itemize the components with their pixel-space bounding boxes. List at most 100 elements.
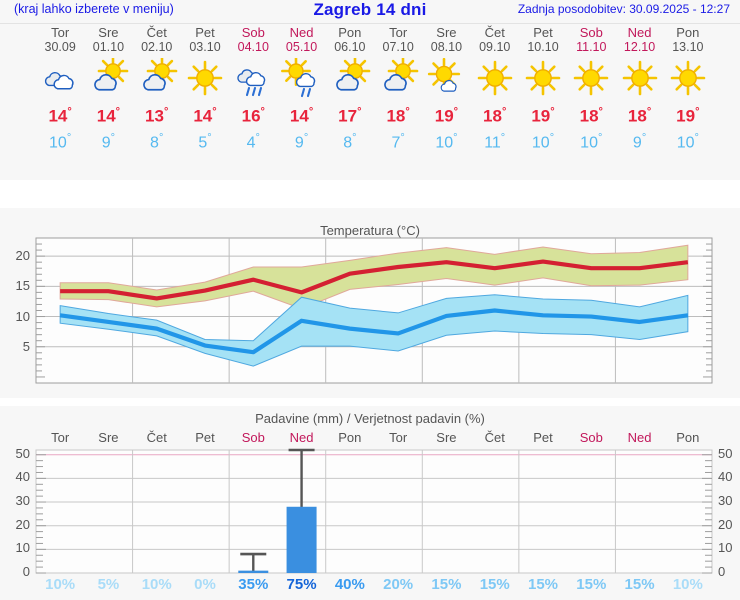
day-name: Čet: [484, 25, 505, 40]
precip-day-label: Sre: [98, 430, 119, 445]
temp-axis-tick-label: 5: [22, 338, 30, 354]
precip-day-label: Pet: [533, 430, 553, 445]
temp-max: 14°: [48, 106, 72, 126]
precip-day-label: Tor: [51, 430, 70, 445]
day-name: Pet: [533, 25, 553, 40]
day-column[interactable]: Pon 06.10 17° 8°: [324, 25, 376, 153]
precipitation-chart-title: Padavine (mm) / Verjetnost padavin (%): [255, 411, 485, 426]
day-name: Pon: [338, 25, 362, 40]
precip-probability-label: 0%: [194, 576, 216, 593]
sunny-icon: [520, 58, 566, 98]
partly-sunny-icon: [134, 58, 180, 98]
temp-max: 17°: [338, 106, 362, 126]
day-name: Tor: [389, 25, 408, 40]
weather-icon-wrap: [517, 57, 569, 99]
precip-probability-label: 15%: [624, 576, 655, 593]
precip-axis-tick-label-right: 40: [718, 469, 733, 485]
temp-min: 7°: [391, 131, 405, 151]
cloudy-icon: [37, 58, 83, 98]
precip-axis-tick-label-right: 10: [718, 540, 733, 556]
precip-probability-label: 15%: [527, 576, 559, 593]
precip-day-label: Sob: [579, 430, 603, 445]
day-column[interactable]: Čet 02.10 13° 8°: [131, 25, 183, 153]
temp-min: 10°: [49, 131, 72, 151]
precip-axis-tick-label-left: 10: [15, 540, 30, 556]
precip-axis-tick-label-right: 30: [718, 493, 733, 509]
day-name: Čet: [146, 25, 167, 40]
partly-sunny-icon: [85, 58, 131, 98]
day-date: 02.10: [141, 40, 173, 54]
day-name: Tor: [51, 25, 70, 40]
day-column[interactable]: Sob 04.10 16° 4°: [227, 25, 279, 153]
precip-day-label: Pon: [676, 430, 700, 445]
day-column[interactable]: Sre 08.10 19° 10°: [420, 25, 472, 153]
day-column[interactable]: Ned 05.10 14° 9°: [276, 25, 328, 153]
precip-axis-tick-label-left: 40: [15, 469, 30, 485]
day-date: 01.10: [92, 40, 125, 54]
precip-probability-label: 75%: [286, 576, 317, 593]
precip-axis-tick-label-left: 30: [15, 493, 30, 509]
day-column[interactable]: Pon 13.10 19° 10°: [662, 25, 714, 153]
day-column[interactable]: Pet 10.10 19° 10°: [517, 25, 569, 153]
temp-max: 19°: [531, 106, 555, 126]
day-date: 09.10: [479, 40, 511, 54]
day-column[interactable]: Sob 11.10 18° 10°: [565, 25, 617, 153]
day-column[interactable]: Tor 30.09 14° 10°: [34, 25, 86, 153]
temp-max: 18°: [579, 106, 603, 126]
daily-forecast-strip: Tor 30.09 14° 10° Sre 01.10 14° 9° Čet 02.10 13…: [0, 25, 740, 180]
precip-probability-label: 15%: [431, 576, 462, 593]
temp-max: 14°: [289, 106, 314, 126]
precip-probability-label: 40%: [334, 576, 365, 593]
section-separator: [0, 180, 740, 208]
day-column[interactable]: Tor 07.10 18° 7°: [372, 25, 424, 153]
precip-probability-label: 10%: [141, 576, 172, 593]
day-column[interactable]: Pet 03.10 14° 5°: [179, 25, 231, 153]
last-update-label: Zadnja posodobitev: 30.09.2025 - 12:27: [517, 2, 730, 16]
day-date: 03.10: [189, 40, 221, 54]
day-column[interactable]: Ned 12.10 18° 9°: [614, 25, 666, 153]
rain-shower-icon: [230, 58, 276, 98]
day-name: Pet: [195, 25, 215, 40]
sunny-icon: [665, 58, 711, 98]
page-title: Zagreb 14 dni: [313, 0, 427, 19]
temp-axis-tick-label: 15: [15, 278, 30, 294]
temp-max: 19°: [676, 106, 700, 126]
day-date: 07.10: [382, 40, 414, 54]
day-date: 08.10: [430, 40, 463, 54]
temp-min: 9°: [632, 131, 647, 151]
sunny-icon: [182, 58, 228, 98]
temp-min: 10°: [676, 131, 699, 151]
weather-icon-wrap: [662, 57, 714, 99]
temp-min: 11°: [484, 131, 506, 151]
temperature-chart-title: Temperatura (°C): [320, 223, 420, 238]
temp-min: 8°: [150, 131, 164, 151]
day-name: Sre: [98, 25, 119, 40]
weather-icon-wrap: [420, 57, 472, 99]
sunny-icon: [617, 58, 663, 98]
day-name: Ned: [627, 25, 652, 40]
day-column[interactable]: Sre 01.10 14° 9°: [82, 25, 134, 153]
precip-probability-label: 10%: [45, 576, 76, 593]
precip-day-label: Tor: [389, 430, 408, 445]
precip-day-label: Ned: [627, 430, 652, 445]
temp-max: 14°: [96, 106, 121, 126]
day-date: 06.10: [334, 40, 366, 54]
precip-day-label: Čet: [146, 430, 167, 445]
sunny-small-cloud-icon: [423, 58, 469, 98]
temp-min: 10°: [580, 131, 603, 151]
precip-axis-tick-label-left: 50: [15, 445, 30, 461]
temp-axis-tick-label: 10: [15, 308, 30, 324]
header-divider: [0, 23, 740, 24]
sunny-icon: [568, 58, 614, 98]
weather-icon-wrap: [34, 57, 86, 99]
day-date: 11.10: [576, 40, 607, 54]
temp-min: 9°: [101, 131, 116, 151]
day-column[interactable]: Čet 09.10 18° 11°: [469, 25, 521, 153]
temp-max: 18°: [627, 106, 652, 126]
precip-day-label: Pon: [338, 430, 362, 445]
precip-day-label: Ned: [289, 430, 314, 445]
section-separator-2: [0, 398, 740, 406]
weather-icon-wrap: [276, 57, 328, 99]
day-date: 04.10: [237, 40, 269, 54]
